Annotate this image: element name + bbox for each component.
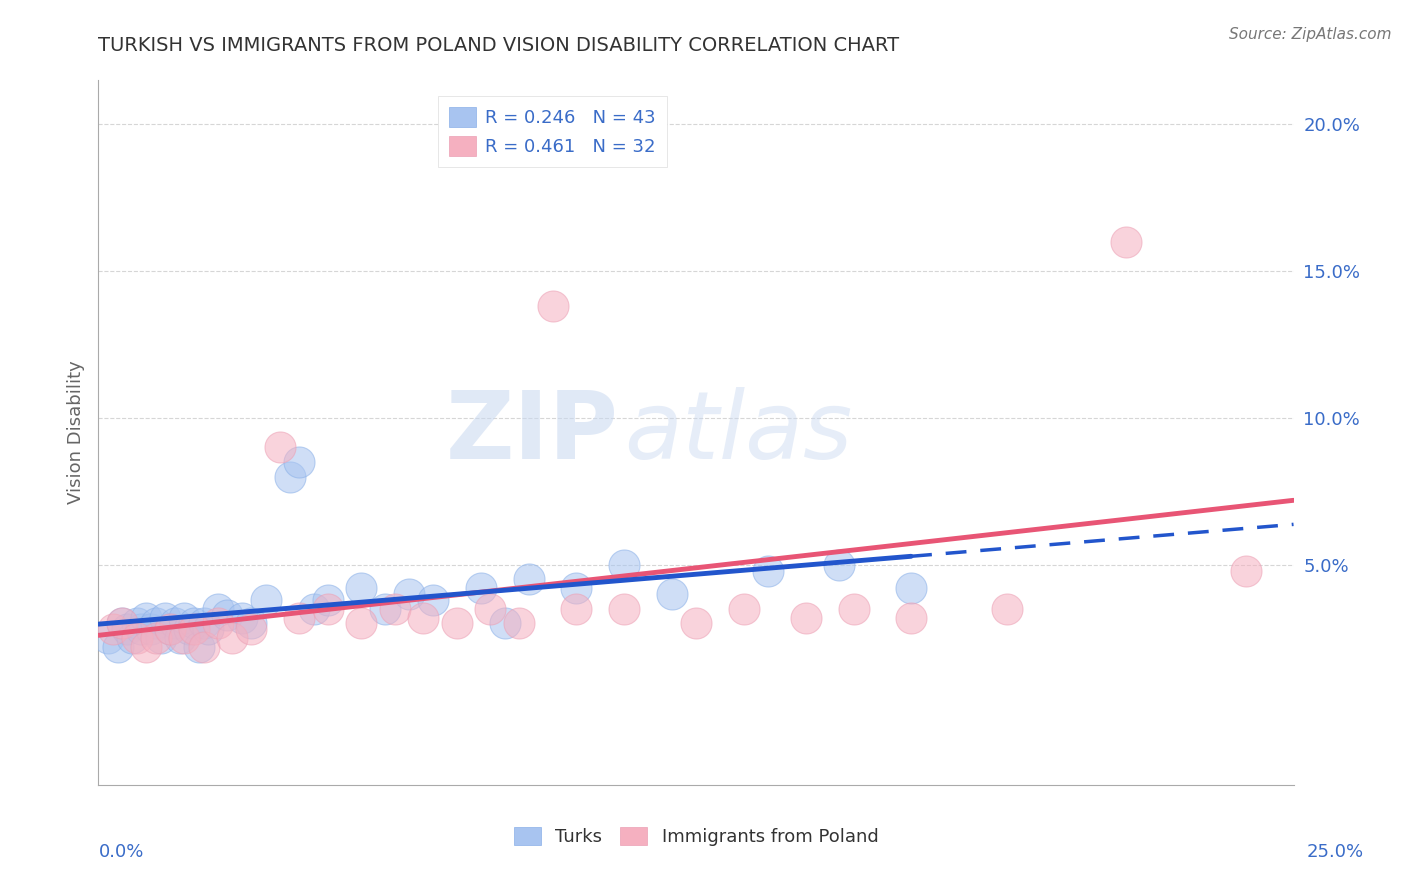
Point bbox=[613, 601, 636, 615]
Point bbox=[125, 616, 148, 631]
Point bbox=[900, 610, 922, 624]
Point bbox=[900, 581, 922, 595]
Point bbox=[173, 631, 195, 645]
Point bbox=[661, 587, 683, 601]
Point bbox=[350, 616, 373, 631]
Point bbox=[794, 610, 817, 624]
Point bbox=[149, 631, 172, 645]
Point bbox=[842, 601, 865, 615]
Point bbox=[479, 601, 502, 615]
Point bbox=[398, 587, 420, 601]
Point bbox=[107, 640, 129, 654]
Text: ZIP: ZIP bbox=[446, 386, 619, 479]
Point bbox=[101, 623, 124, 637]
Point bbox=[412, 610, 434, 624]
Point bbox=[288, 610, 311, 624]
Point bbox=[139, 623, 162, 637]
Point bbox=[278, 469, 301, 483]
Point bbox=[159, 623, 181, 637]
Text: TURKISH VS IMMIGRANTS FROM POLAND VISION DISABILITY CORRELATION CHART: TURKISH VS IMMIGRANTS FROM POLAND VISION… bbox=[98, 36, 900, 54]
Point bbox=[111, 616, 134, 631]
Point bbox=[350, 581, 373, 595]
Point bbox=[231, 610, 253, 624]
Text: atlas: atlas bbox=[624, 387, 852, 478]
Point bbox=[316, 601, 339, 615]
Point bbox=[183, 623, 205, 637]
Point bbox=[183, 616, 205, 631]
Point bbox=[517, 573, 540, 587]
Point bbox=[155, 610, 177, 624]
Point bbox=[217, 607, 239, 622]
Point bbox=[121, 631, 143, 645]
Point bbox=[145, 631, 167, 645]
Point bbox=[115, 623, 138, 637]
Point bbox=[756, 564, 779, 578]
Text: Source: ZipAtlas.com: Source: ZipAtlas.com bbox=[1229, 27, 1392, 42]
Point bbox=[125, 631, 148, 645]
Point bbox=[374, 601, 396, 615]
Y-axis label: Vision Disability: Vision Disability bbox=[66, 360, 84, 505]
Point bbox=[541, 299, 564, 313]
Point bbox=[470, 581, 492, 595]
Point bbox=[207, 616, 229, 631]
Text: 25.0%: 25.0% bbox=[1306, 843, 1364, 861]
Point bbox=[733, 601, 755, 615]
Text: 0.0%: 0.0% bbox=[98, 843, 143, 861]
Point bbox=[613, 558, 636, 572]
Point bbox=[1115, 235, 1137, 249]
Point bbox=[446, 616, 468, 631]
Point bbox=[111, 616, 134, 631]
Point bbox=[288, 455, 311, 469]
Point bbox=[1234, 564, 1257, 578]
Point bbox=[193, 616, 215, 631]
Point bbox=[131, 623, 153, 637]
Point bbox=[97, 631, 120, 645]
Point bbox=[187, 640, 209, 654]
Point bbox=[565, 581, 588, 595]
Point bbox=[169, 631, 191, 645]
Point bbox=[207, 601, 229, 615]
Point bbox=[197, 623, 219, 637]
Point bbox=[145, 616, 167, 631]
Point bbox=[269, 440, 291, 454]
Point bbox=[384, 601, 406, 615]
Point bbox=[159, 623, 181, 637]
Point bbox=[163, 616, 186, 631]
Point bbox=[179, 623, 201, 637]
Point bbox=[995, 601, 1018, 615]
Point bbox=[685, 616, 707, 631]
Point bbox=[565, 601, 588, 615]
Point bbox=[135, 640, 157, 654]
Point bbox=[135, 610, 157, 624]
Point bbox=[508, 616, 530, 631]
Point bbox=[221, 631, 243, 645]
Legend: Turks, Immigrants from Poland: Turks, Immigrants from Poland bbox=[506, 820, 886, 854]
Point bbox=[173, 610, 195, 624]
Point bbox=[302, 601, 325, 615]
Point bbox=[240, 616, 263, 631]
Point bbox=[422, 593, 444, 607]
Point bbox=[316, 593, 339, 607]
Point bbox=[193, 640, 215, 654]
Point bbox=[254, 593, 277, 607]
Point bbox=[240, 623, 263, 637]
Point bbox=[494, 616, 516, 631]
Point bbox=[828, 558, 851, 572]
